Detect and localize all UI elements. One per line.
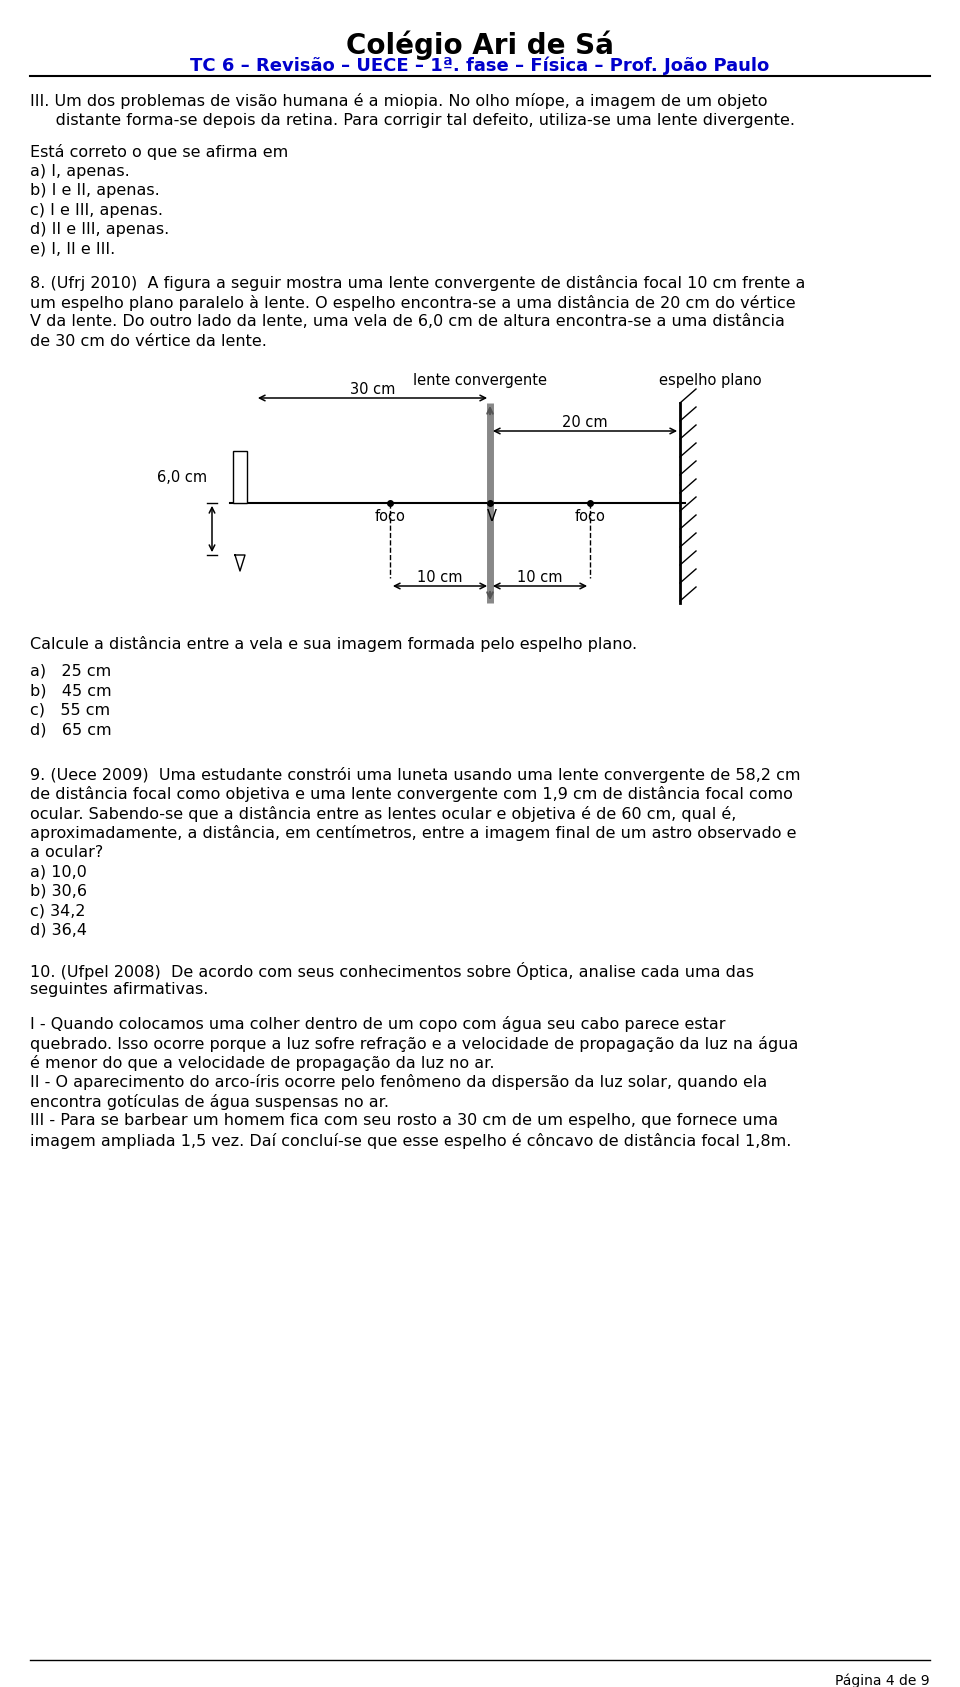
Text: seguintes afirmativas.: seguintes afirmativas. — [30, 982, 208, 997]
Text: Calcule a distância entre a vela e sua imagem formada pelo espelho plano.: Calcule a distância entre a vela e sua i… — [30, 636, 637, 651]
Text: 20 cm: 20 cm — [563, 415, 608, 430]
Bar — [233, 450, 247, 503]
Text: aproximadamente, a distância, em centímetros, entre a imagem final de um astro o: aproximadamente, a distância, em centíme… — [30, 825, 797, 842]
Text: 30 cm: 30 cm — [349, 381, 396, 396]
Text: d) 36,4: d) 36,4 — [30, 923, 87, 938]
Text: distante forma-se depois da retina. Para corrigir tal defeito, utiliza-se uma le: distante forma-se depois da retina. Para… — [30, 113, 795, 128]
Text: b)   45 cm: b) 45 cm — [30, 683, 111, 698]
Text: imagem ampliada 1,5 vez. Daí concluí-se que esse espelho é côncavo de distância : imagem ampliada 1,5 vez. Daí concluí-se … — [30, 1134, 791, 1149]
Text: encontra gotículas de água suspensas no ar.: encontra gotículas de água suspensas no … — [30, 1093, 389, 1110]
Text: Está correto o que se afirma em: Está correto o que se afirma em — [30, 143, 288, 160]
Text: c) I e III, apenas.: c) I e III, apenas. — [30, 202, 163, 218]
Text: espelho plano: espelho plano — [659, 373, 761, 388]
Text: 10 cm: 10 cm — [517, 570, 563, 585]
Text: de 30 cm do vértice da lente.: de 30 cm do vértice da lente. — [30, 334, 267, 349]
Text: é menor do que a velocidade de propagação da luz no ar.: é menor do que a velocidade de propagaçã… — [30, 1054, 494, 1071]
Text: 6,0 cm: 6,0 cm — [156, 469, 207, 484]
Text: ocular. Sabendo-se que a distância entre as lentes ocular e objetiva é de 60 cm,: ocular. Sabendo-se que a distância entre… — [30, 805, 736, 822]
Text: V: V — [487, 509, 497, 525]
Text: III - Para se barbear um homem fica com seu rosto a 30 cm de um espelho, que for: III - Para se barbear um homem fica com … — [30, 1113, 779, 1129]
Text: c) 34,2: c) 34,2 — [30, 903, 85, 918]
Text: d)   65 cm: d) 65 cm — [30, 722, 111, 737]
Text: V da lente. Do outro lado da lente, uma vela de 6,0 cm de altura encontra-se a u: V da lente. Do outro lado da lente, uma … — [30, 314, 785, 329]
Text: d) II e III, apenas.: d) II e III, apenas. — [30, 223, 169, 236]
Text: a)   25 cm: a) 25 cm — [30, 663, 111, 678]
Text: 10 cm: 10 cm — [418, 570, 463, 585]
Text: e) I, II e III.: e) I, II e III. — [30, 241, 115, 256]
Text: I - Quando colocamos uma colher dentro de um copo com água seu cabo parece estar: I - Quando colocamos uma colher dentro d… — [30, 1016, 726, 1032]
Text: a) 10,0: a) 10,0 — [30, 864, 86, 879]
Text: foco: foco — [575, 509, 606, 525]
Text: 10. (Ufpel 2008)  De acordo com seus conhecimentos sobre Óptica, analise cada um: 10. (Ufpel 2008) De acordo com seus conh… — [30, 962, 754, 980]
Text: um espelho plano paralelo à lente. O espelho encontra-se a uma distância de 20 c: um espelho plano paralelo à lente. O esp… — [30, 295, 796, 310]
Text: b) I e II, apenas.: b) I e II, apenas. — [30, 182, 159, 197]
Text: a ocular?: a ocular? — [30, 845, 104, 859]
Text: Colégio Ari de Sá: Colégio Ari de Sá — [346, 30, 614, 59]
Text: de distância focal como objetiva e uma lente convergente com 1,9 cm de distância: de distância focal como objetiva e uma l… — [30, 786, 793, 801]
Text: lente convergente: lente convergente — [413, 373, 547, 388]
Text: Página 4 de 9: Página 4 de 9 — [835, 1674, 930, 1687]
Text: b) 30,6: b) 30,6 — [30, 884, 87, 899]
Text: III. Um dos problemas de visão humana é a miopia. No olho míope, a imagem de um : III. Um dos problemas de visão humana é … — [30, 93, 767, 110]
Text: c)   55 cm: c) 55 cm — [30, 702, 110, 717]
Text: II - O aparecimento do arco-íris ocorre pelo fenômeno da dispersão da luz solar,: II - O aparecimento do arco-íris ocorre … — [30, 1075, 767, 1090]
Text: a) I, apenas.: a) I, apenas. — [30, 164, 130, 179]
Text: 9. (Uece 2009)  Uma estudante constrói uma luneta usando uma lente convergente d: 9. (Uece 2009) Uma estudante constrói um… — [30, 766, 801, 783]
Text: quebrado. Isso ocorre porque a luz sofre refração e a velocidade de propagação d: quebrado. Isso ocorre porque a luz sofre… — [30, 1036, 799, 1051]
Text: 8. (Ufrj 2010)  A figura a seguir mostra uma lente convergente de distância foca: 8. (Ufrj 2010) A figura a seguir mostra … — [30, 275, 805, 290]
Text: foco: foco — [374, 509, 405, 525]
Text: TC 6 – Revisão – UECE – 1ª. fase – Física – Prof. João Paulo: TC 6 – Revisão – UECE – 1ª. fase – Físic… — [190, 56, 770, 74]
